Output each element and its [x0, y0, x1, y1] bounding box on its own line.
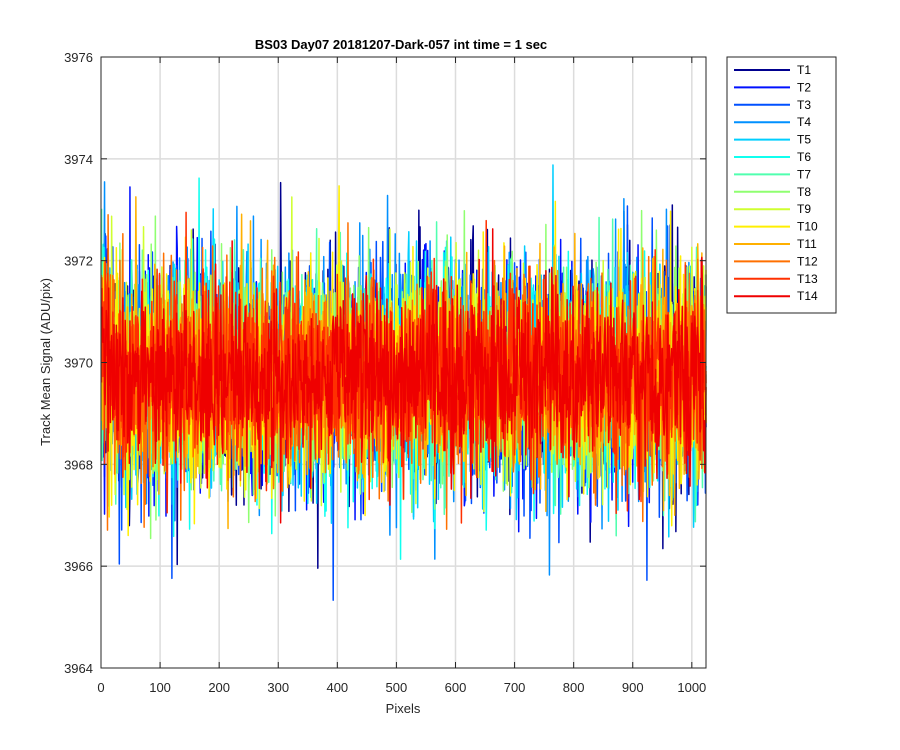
x-tick-label: 200 — [208, 680, 230, 695]
y-tick-label: 3970 — [64, 356, 93, 371]
legend: T1 T2 T3 T4 T5 T6 T7 T8 T9 T10 T11 T12 T13 T14 — [726, 56, 837, 314]
x-tick-label: 300 — [267, 680, 289, 695]
y-tick-label: 3966 — [64, 559, 93, 574]
x-tick-label: 900 — [622, 680, 644, 695]
y-tick-label: 3964 — [64, 661, 93, 676]
legend-item-t10: T10 — [734, 220, 818, 234]
x-tick-label: 1000 — [677, 680, 706, 695]
legend-label: T9 — [797, 202, 811, 216]
legend-item-t14: T14 — [734, 289, 818, 303]
x-axis-label: Pixels — [386, 701, 421, 716]
legend-label: T4 — [797, 115, 811, 129]
x-tick-label: 600 — [445, 680, 467, 695]
legend-label: T10 — [797, 220, 818, 234]
legend-item-t4: T4 — [734, 115, 811, 129]
legend-label: T12 — [797, 254, 818, 268]
legend-label: T5 — [797, 133, 811, 147]
x-tick-label: 100 — [149, 680, 171, 695]
legend-label: T13 — [797, 272, 818, 286]
y-tick-label: 3972 — [64, 254, 93, 269]
x-tick-label: 0 — [97, 680, 104, 695]
legend-entries: T1 T2 T3 T4 T5 T6 T7 T8 T9 T10 T11 T12 T13 T14 — [734, 63, 818, 303]
legend-box — [726, 56, 837, 314]
y-tick-label: 3968 — [64, 457, 93, 472]
legend-label: T14 — [797, 289, 818, 303]
legend-item-t2: T2 — [734, 80, 811, 94]
legend-label: T1 — [797, 63, 811, 77]
y-axis-label: Track Mean Signal (ADU/pix) — [38, 278, 53, 446]
legend-label: T11 — [797, 237, 817, 251]
y-tick-labels: 3964 3966 3968 3970 3972 3974 3976 — [64, 50, 93, 676]
y-tick-label: 3974 — [64, 152, 93, 167]
x-tick-label: 400 — [326, 680, 348, 695]
chart-title: BS03 Day07 20181207-Dark-057 int time = … — [255, 37, 547, 52]
axis-ticks — [100, 56, 706, 669]
legend-item-t8: T8 — [734, 185, 811, 199]
series-line-t14 — [100, 228, 707, 524]
x-tick-label: 700 — [504, 680, 526, 695]
x-tick-label: 800 — [563, 680, 585, 695]
legend-item-t6: T6 — [734, 150, 811, 164]
legend-label: T2 — [797, 80, 811, 94]
y-tick-label: 3976 — [64, 50, 93, 65]
x-tick-labels: 0 100 200 300 400 500 600 700 800 900 1000 — [97, 680, 706, 695]
x-tick-label: 500 — [386, 680, 408, 695]
legend-item-t5: T5 — [734, 133, 811, 147]
legend-item-t7: T7 — [734, 167, 811, 181]
legend-label: T7 — [797, 167, 811, 181]
legend-label: T8 — [797, 185, 811, 199]
legend-item-t3: T3 — [734, 98, 811, 112]
legend-label: T6 — [797, 150, 811, 164]
legend-item-t13: T13 — [734, 272, 818, 286]
legend-item-t11: T11 — [734, 237, 817, 251]
series-layer — [100, 164, 707, 602]
legend-label: T3 — [797, 98, 811, 112]
legend-item-t12: T12 — [734, 254, 818, 268]
legend-item-t1: T1 — [734, 63, 811, 77]
plot-area — [100, 56, 707, 669]
legend-item-t9: T9 — [734, 202, 811, 216]
